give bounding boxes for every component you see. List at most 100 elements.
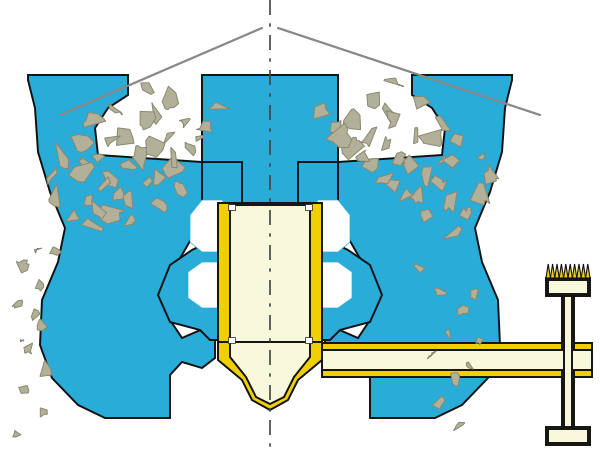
Polygon shape bbox=[435, 116, 451, 131]
Polygon shape bbox=[392, 152, 406, 166]
Polygon shape bbox=[175, 181, 188, 197]
Polygon shape bbox=[40, 408, 47, 417]
Polygon shape bbox=[568, 264, 572, 278]
Polygon shape bbox=[548, 280, 588, 294]
Polygon shape bbox=[384, 179, 400, 194]
Polygon shape bbox=[92, 154, 105, 162]
Polygon shape bbox=[202, 75, 338, 248]
Polygon shape bbox=[421, 209, 433, 222]
Polygon shape bbox=[16, 260, 29, 273]
Polygon shape bbox=[230, 205, 310, 342]
Polygon shape bbox=[564, 296, 572, 427]
Polygon shape bbox=[330, 121, 341, 140]
Polygon shape bbox=[230, 342, 310, 404]
Polygon shape bbox=[477, 153, 485, 160]
Polygon shape bbox=[577, 264, 581, 278]
Polygon shape bbox=[450, 134, 463, 147]
Polygon shape bbox=[322, 370, 592, 377]
Polygon shape bbox=[113, 187, 125, 200]
Polygon shape bbox=[555, 264, 559, 278]
Polygon shape bbox=[24, 343, 32, 354]
Polygon shape bbox=[83, 194, 92, 206]
Polygon shape bbox=[399, 189, 414, 202]
Polygon shape bbox=[179, 118, 190, 128]
Polygon shape bbox=[343, 108, 361, 130]
Polygon shape bbox=[100, 205, 125, 224]
Polygon shape bbox=[70, 135, 94, 153]
Polygon shape bbox=[142, 176, 152, 187]
Polygon shape bbox=[413, 96, 430, 109]
Polygon shape bbox=[550, 264, 555, 278]
Polygon shape bbox=[140, 112, 156, 130]
Polygon shape bbox=[151, 198, 167, 212]
Polygon shape bbox=[466, 362, 473, 369]
Polygon shape bbox=[79, 157, 93, 168]
Polygon shape bbox=[548, 429, 588, 443]
Polygon shape bbox=[322, 350, 592, 370]
Polygon shape bbox=[438, 155, 446, 165]
Polygon shape bbox=[375, 173, 394, 184]
Polygon shape bbox=[13, 431, 21, 437]
Polygon shape bbox=[141, 83, 154, 94]
Polygon shape bbox=[116, 128, 134, 145]
Polygon shape bbox=[484, 165, 499, 184]
Polygon shape bbox=[196, 135, 205, 141]
Polygon shape bbox=[581, 264, 586, 278]
Polygon shape bbox=[28, 75, 215, 418]
Polygon shape bbox=[132, 145, 149, 171]
Polygon shape bbox=[209, 102, 229, 109]
Polygon shape bbox=[325, 75, 512, 418]
Polygon shape bbox=[356, 150, 370, 162]
Polygon shape bbox=[102, 171, 118, 188]
Polygon shape bbox=[322, 343, 592, 350]
Polygon shape bbox=[386, 111, 400, 128]
Polygon shape bbox=[162, 86, 179, 110]
Polygon shape bbox=[443, 192, 457, 212]
Polygon shape bbox=[421, 166, 433, 187]
Polygon shape bbox=[298, 162, 382, 340]
Polygon shape bbox=[341, 137, 364, 160]
Polygon shape bbox=[572, 264, 577, 278]
Polygon shape bbox=[34, 248, 42, 253]
Polygon shape bbox=[382, 136, 391, 150]
Polygon shape bbox=[546, 427, 590, 445]
Polygon shape bbox=[586, 264, 590, 278]
Polygon shape bbox=[460, 207, 473, 220]
Polygon shape bbox=[434, 288, 446, 295]
Polygon shape bbox=[228, 204, 235, 210]
Polygon shape bbox=[40, 360, 52, 377]
Polygon shape bbox=[559, 264, 563, 278]
Polygon shape bbox=[384, 78, 404, 86]
Polygon shape bbox=[457, 306, 469, 315]
Polygon shape bbox=[361, 127, 377, 147]
Polygon shape bbox=[445, 330, 451, 340]
Polygon shape bbox=[218, 203, 322, 344]
Polygon shape bbox=[152, 103, 162, 125]
Polygon shape bbox=[476, 337, 483, 345]
Polygon shape bbox=[35, 279, 44, 291]
Polygon shape bbox=[546, 278, 590, 296]
Polygon shape bbox=[326, 123, 352, 148]
Polygon shape bbox=[185, 142, 196, 156]
Polygon shape bbox=[430, 176, 447, 191]
Polygon shape bbox=[197, 121, 212, 132]
Polygon shape bbox=[49, 184, 60, 207]
Polygon shape bbox=[120, 160, 137, 170]
Polygon shape bbox=[66, 209, 80, 221]
Polygon shape bbox=[124, 214, 136, 226]
Polygon shape bbox=[382, 103, 398, 122]
Polygon shape bbox=[305, 204, 312, 210]
Polygon shape bbox=[123, 191, 133, 209]
Polygon shape bbox=[188, 262, 232, 308]
Polygon shape bbox=[563, 264, 568, 278]
Polygon shape bbox=[171, 147, 178, 168]
Polygon shape bbox=[413, 128, 418, 144]
Polygon shape bbox=[19, 386, 29, 394]
Polygon shape bbox=[104, 136, 121, 147]
Polygon shape bbox=[47, 168, 57, 184]
Polygon shape bbox=[228, 337, 235, 343]
Polygon shape bbox=[367, 92, 380, 109]
Polygon shape bbox=[562, 296, 574, 427]
Polygon shape bbox=[470, 183, 490, 205]
Polygon shape bbox=[409, 185, 423, 204]
